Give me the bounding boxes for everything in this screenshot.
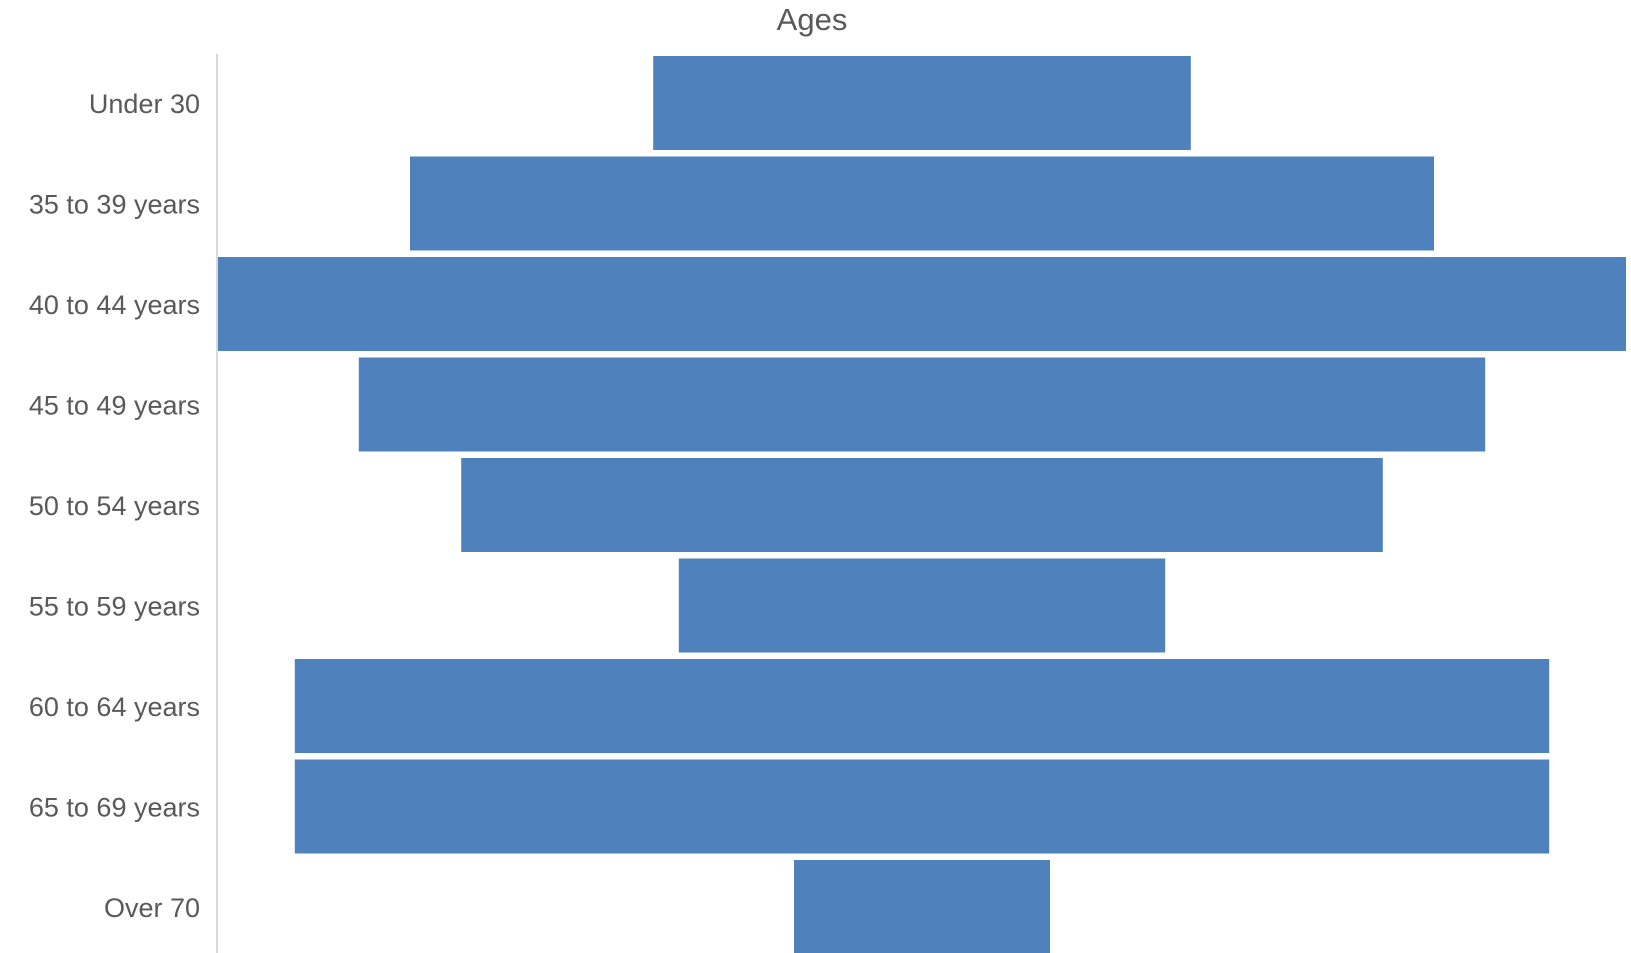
bar-3 <box>358 357 1486 452</box>
bars-group <box>218 56 1626 953</box>
category-label-8: Over 70 <box>104 893 200 923</box>
category-label-4: 50 to 54 years <box>29 491 200 521</box>
bar-8 <box>794 860 1050 953</box>
category-label-1: 35 to 39 years <box>29 190 200 220</box>
bar-4 <box>461 458 1383 552</box>
category-label-7: 65 to 69 years <box>29 793 200 823</box>
category-label-3: 45 to 49 years <box>29 391 200 421</box>
bar-7 <box>294 759 1550 854</box>
category-labels-group: Under 30 35 to 39 years 40 to 44 years 45 t… <box>29 89 200 923</box>
bar-5 <box>678 558 1166 653</box>
category-label-0: Under 30 <box>89 89 200 119</box>
category-label-5: 55 to 59 years <box>29 592 200 622</box>
bar-6 <box>294 659 1550 753</box>
chart-title: Ages <box>777 2 848 37</box>
bar-2 <box>218 257 1626 351</box>
category-label-6: 60 to 64 years <box>29 692 200 722</box>
category-label-2: 40 to 44 years <box>29 290 200 320</box>
bar-1 <box>410 156 1434 251</box>
bar-0 <box>653 56 1191 150</box>
